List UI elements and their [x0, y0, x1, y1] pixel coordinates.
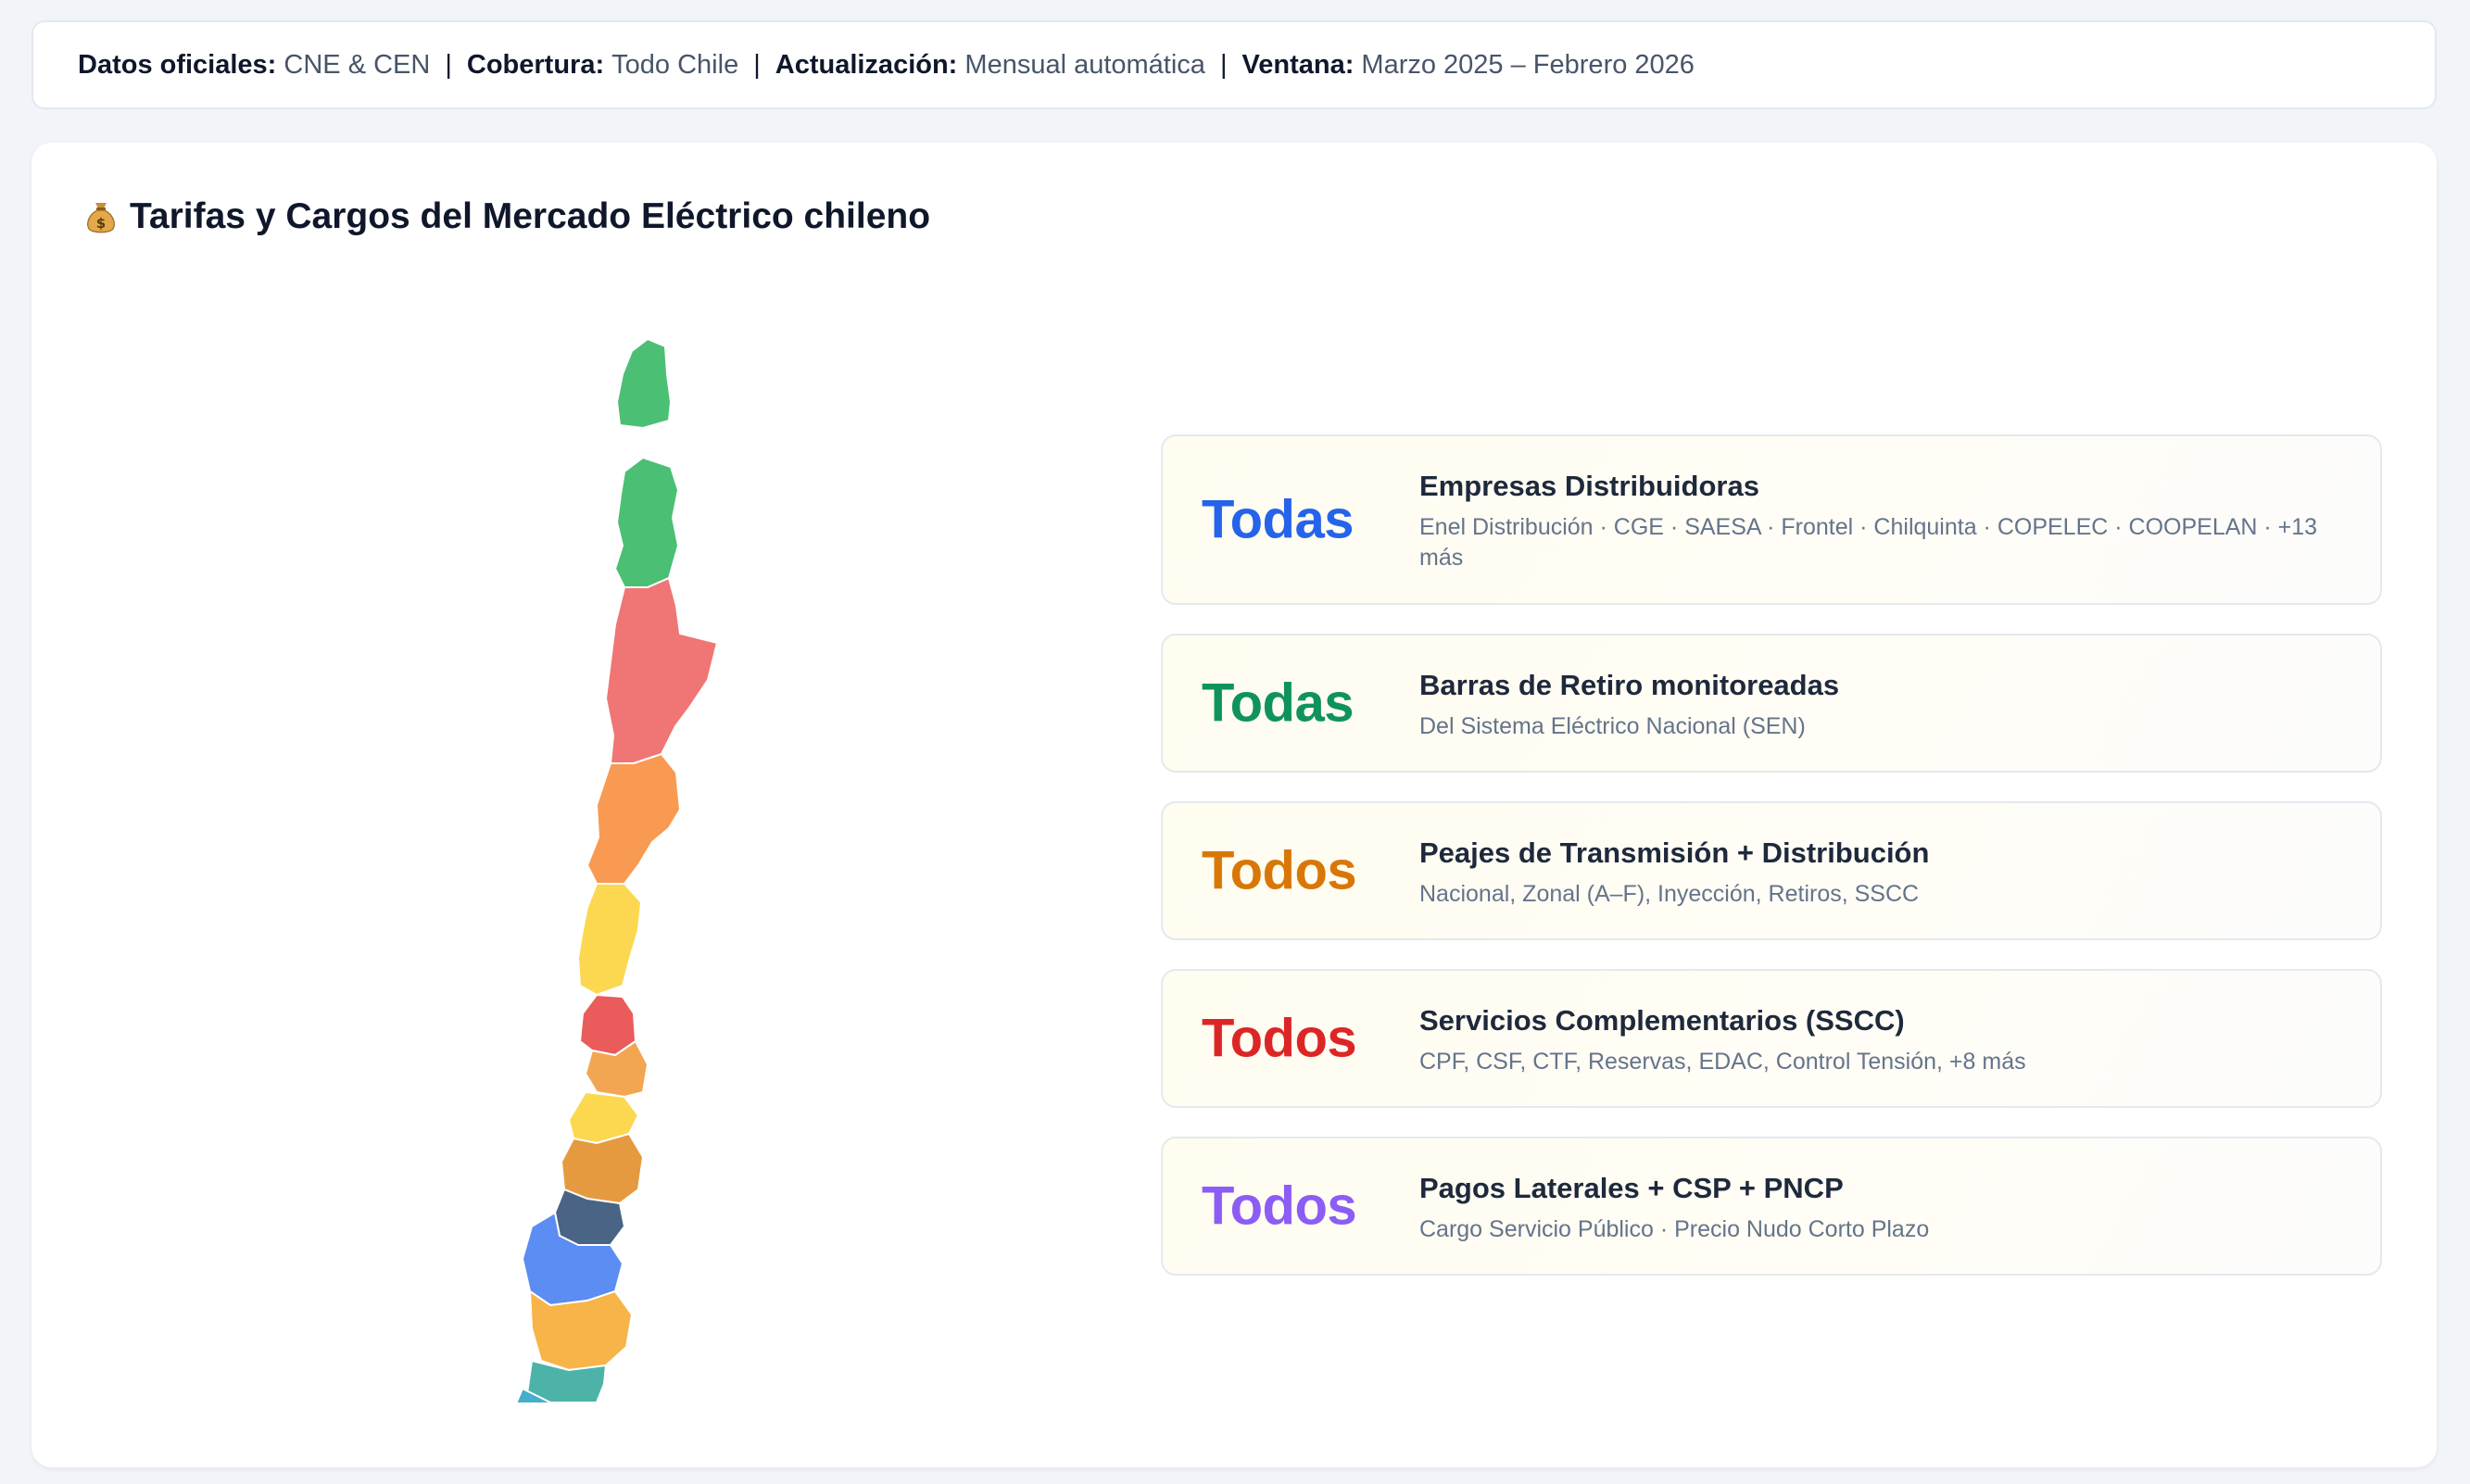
stat-card-pagos-laterales: Todos Pagos Laterales + CSP + PNCP Cargo…	[1161, 1137, 2382, 1276]
stat-title: Barras de Retiro monitoreadas	[1419, 669, 1840, 701]
separator: |	[1219, 49, 1228, 80]
map-region	[515, 1387, 599, 1402]
stat-subtitle: Cargo Servicio Público · Precio Nudo Cor…	[1419, 1216, 1930, 1242]
stat-subtitle: Enel Distribución · CGE · SAESA · Fronte…	[1419, 514, 2318, 571]
cobertura-value: Todo Chile	[611, 49, 739, 80]
map-region	[576, 883, 643, 997]
map-region	[560, 1132, 645, 1205]
map-region	[604, 576, 719, 764]
actualizacion-value: Mensual automática	[964, 49, 1205, 80]
map-region	[521, 1211, 624, 1307]
stat-title: Peajes de Transmisión + Distribución	[1419, 836, 1930, 869]
section-heading: $ Tarifas y Cargos del Mercado Eléctrico…	[85, 196, 930, 237]
tariffs-card: $ Tarifas y Cargos del Mercado Eléctrico…	[32, 143, 2437, 1467]
map-region	[615, 337, 673, 430]
stat-subtitle: Del Sistema Eléctrico Nacional (SEN)	[1419, 713, 1806, 739]
actualizacion-label: Actualización:	[775, 49, 958, 80]
stat-value: Todas	[1202, 673, 1355, 734]
separator: |	[753, 49, 761, 80]
datos-value: CNE & CEN	[284, 49, 431, 80]
svg-text:$: $	[96, 215, 106, 232]
map-region	[613, 456, 680, 588]
stat-value: Todas	[1202, 489, 1355, 550]
map-region	[586, 752, 682, 885]
separator: |	[445, 49, 452, 80]
stat-title: Pagos Laterales + CSP + PNCP	[1419, 1172, 1844, 1204]
ventana-value: Marzo 2025 – Febrero 2026	[1361, 49, 1695, 80]
data-source-bar: Datos oficiales: CNE & CEN | Cobertura: …	[32, 20, 2437, 109]
stat-value: Todos	[1202, 1008, 1357, 1069]
section-title: Tarifas y Cargos del Mercado Eléctrico c…	[130, 196, 931, 236]
cobertura-label: Cobertura:	[466, 49, 605, 80]
map-region	[584, 1039, 649, 1099]
stat-card-sscc: Todos Servicios Complementarios (SSCC) C…	[1161, 969, 2382, 1108]
stat-title: Empresas Distribuidoras	[1419, 470, 1759, 502]
stat-title: Servicios Complementarios (SSCC)	[1419, 1004, 1905, 1037]
chile-regions-map	[515, 337, 719, 1402]
money-bag-icon: $	[87, 203, 115, 233]
stat-subtitle: Nacional, Zonal (A–F), Inyección, Retiro…	[1419, 881, 1920, 907]
stat-card-barras: Todas Barras de Retiro monitoreadas Del …	[1161, 634, 2382, 773]
stat-card-peajes: Todos Peajes de Transmisión + Distribuci…	[1161, 801, 2382, 940]
stat-card-distribuidoras: Todas Empresas Distribuidoras Enel Distr…	[1161, 434, 2382, 605]
stat-value: Todos	[1202, 1176, 1357, 1237]
stat-value: Todos	[1202, 840, 1357, 901]
map-region	[528, 1289, 634, 1372]
datos-label: Datos oficiales:	[78, 49, 277, 80]
stat-subtitle: CPF, CSF, CTF, Reservas, EDAC, Control T…	[1419, 1049, 2026, 1075]
ventana-label: Ventana:	[1241, 49, 1355, 80]
